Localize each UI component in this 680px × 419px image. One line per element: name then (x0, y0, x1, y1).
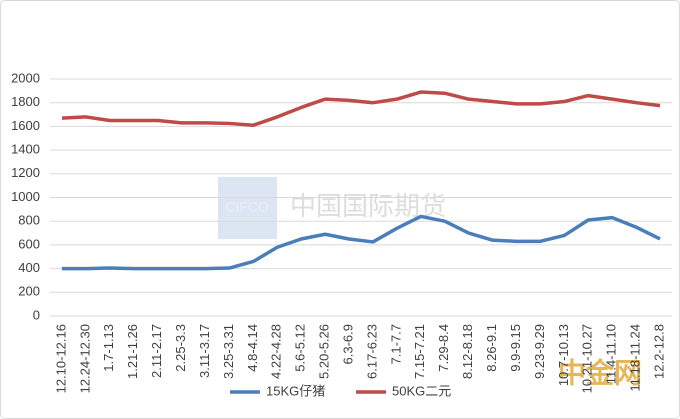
legend-label: 15KG仔猪 (266, 383, 325, 398)
y-tick-label: 1600 (11, 118, 40, 133)
y-tick-label: 600 (18, 236, 40, 251)
x-tick-label: 11.18-11.24 (628, 324, 643, 391)
x-tick-label: 7.15-7.21 (412, 324, 427, 379)
x-tick-label: 5.6-5.12 (293, 324, 308, 372)
x-tick-label: 2.11-2.17 (149, 324, 164, 378)
watermark-box (218, 177, 277, 239)
x-tick-label: 6.17-6.23 (364, 324, 379, 379)
x-tick-label: 6.3-6.9 (340, 324, 355, 364)
y-tick-label: 400 (18, 260, 40, 275)
x-tick-label: 7.1-7.7 (388, 324, 403, 364)
y-tick-label: 200 (18, 284, 40, 299)
x-tick-label: 2.25-3.3 (173, 324, 188, 372)
x-tick-label: 8.26-9.1 (484, 324, 499, 372)
x-tick-label: 8.12-8.18 (460, 324, 475, 379)
series-line (61, 214, 661, 271)
x-tick-label: 11.4-11.10 (604, 324, 619, 384)
watermark: 中金网 (558, 356, 642, 388)
x-tick-label: 12.10-12.16 (53, 324, 68, 393)
x-tick-label: 12.24-12.30 (77, 324, 92, 393)
y-tick-label: 1200 (11, 165, 40, 180)
x-tick-label: 4.8-4.14 (245, 324, 260, 372)
x-tick-label: 12.2-12.8 (651, 324, 666, 379)
y-tick-label: 1400 (11, 142, 40, 157)
x-tick-label: 10.21-10.27 (580, 324, 595, 393)
x-tick-label: 7.29-8.4 (436, 324, 451, 372)
y-tick-label: 1000 (11, 189, 40, 204)
x-tick-label: 1.21-1.26 (125, 324, 140, 379)
y-tick-label: 1800 (11, 94, 40, 109)
y-tick-label: 2000 (11, 70, 40, 85)
x-tick-label: 1.7-1.13 (101, 324, 116, 372)
x-tick-label: 9.9-9.15 (508, 324, 523, 372)
x-tick-label: 9.23-9.29 (532, 324, 547, 379)
x-tick-label: 4.22-4.28 (269, 324, 284, 379)
y-tick-label: 0 (33, 307, 40, 322)
x-tick-label: 3.11-3.17 (197, 324, 212, 378)
x-tick-label: 5.20-5.26 (317, 324, 332, 379)
watermark: CIFCO (225, 199, 269, 215)
y-tick-label: 800 (18, 213, 40, 228)
x-tick-label: 10.7-10.13 (556, 324, 571, 386)
series-line (61, 90, 661, 127)
x-tick-label: 3.25-3.31 (221, 324, 236, 379)
legend-label: 50KG二元 (392, 383, 451, 398)
